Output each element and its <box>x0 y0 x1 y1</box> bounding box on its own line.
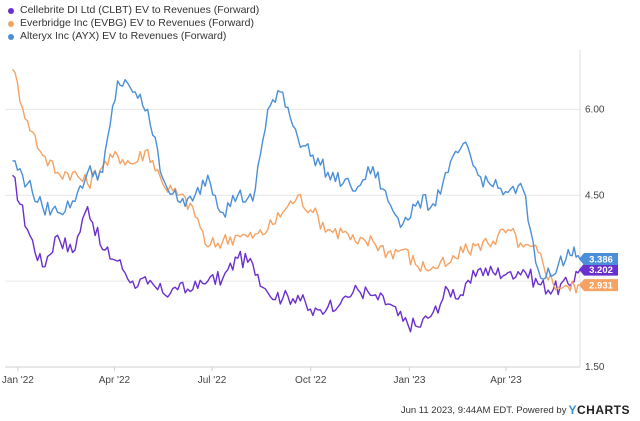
legend-swatch <box>8 20 14 27</box>
end-label-text: 3.202 <box>589 265 613 276</box>
end-labels: 3.202 2.931 3.386 <box>579 253 618 292</box>
x-axis: Jan '22 Apr '22 Jul '22 Oct '22 Jan '23 Apr '… <box>2 367 522 386</box>
x-tick-label: Oct '22 <box>295 375 327 386</box>
end-label-box <box>579 263 618 276</box>
x-tick-label: Apr '23 <box>490 375 522 386</box>
legend-swatch <box>8 33 14 40</box>
end-value-label: 3.386 <box>579 253 618 266</box>
y-tick-label: 4.50 <box>585 190 605 201</box>
x-tick-label: Jan '22 <box>2 375 34 386</box>
x-tick-label: Apr '22 <box>99 375 131 386</box>
legend-label: Alteryx Inc (AYX) EV to Revenues (Forwar… <box>20 30 227 42</box>
ycharts-logo: YCHARTS <box>568 403 630 417</box>
x-tick-label: Jan '23 <box>393 375 425 386</box>
series-lines <box>11 68 581 333</box>
legend-label: Everbridge Inc (EVBG) EV to Revenues (Fo… <box>20 17 255 29</box>
y-tick-label: 6.00 <box>585 104 605 115</box>
logo-y: Y <box>568 403 577 417</box>
series-line <box>11 68 581 294</box>
end-label-box <box>579 253 618 266</box>
legend-item: Everbridge Inc (EVBG) EV to Revenues (Fo… <box>8 17 259 30</box>
footer-timestamp: Jun 11 2023, 9:44AM EDT. Powered by <box>400 404 567 416</box>
gridlines <box>5 50 581 368</box>
y-axis: 1.50 4.50 6.00 <box>585 104 605 373</box>
logo-text: CHARTS <box>577 403 630 417</box>
legend-item: Alteryx Inc (AYX) EV to Revenues (Forwar… <box>8 30 259 43</box>
x-tick-label: Jul '22 <box>198 375 227 386</box>
end-label-text: 2.931 <box>589 281 613 292</box>
end-value-label: 2.931 <box>579 279 618 292</box>
legend-label: Cellebrite DI Ltd (CLBT) EV to Revenues … <box>20 4 260 16</box>
series-line <box>12 174 581 333</box>
end-label-box <box>579 279 618 292</box>
footer: Jun 11 2023, 9:44AM EDT. Powered by YCHA… <box>401 403 630 417</box>
series-line <box>12 78 581 280</box>
legend: Cellebrite DI Ltd (CLBT) EV to Revenues … <box>8 4 259 43</box>
y-tick-label: 1.50 <box>585 362 605 373</box>
end-label-text: 3.386 <box>589 255 613 266</box>
end-value-label: 3.202 <box>579 263 618 276</box>
legend-item: Cellebrite DI Ltd (CLBT) EV to Revenues … <box>8 4 259 17</box>
legend-swatch <box>8 7 14 14</box>
